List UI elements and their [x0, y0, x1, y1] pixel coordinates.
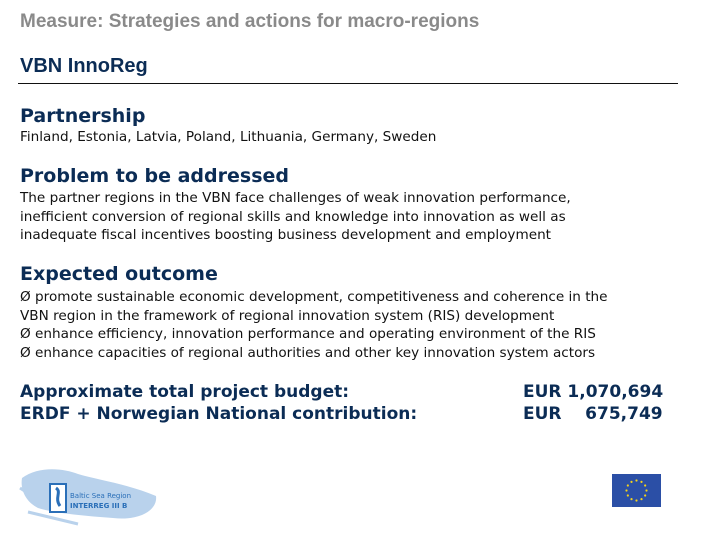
eu-star [635, 479, 638, 482]
eu-star [644, 484, 647, 487]
erdf-label: ERDF + Norwegian National contribution: [20, 404, 418, 424]
eu-star [630, 480, 633, 483]
total-budget-value: EUR 1,070,694 [523, 382, 664, 402]
outcome-line: Ø enhance capacities of regional authori… [20, 344, 596, 361]
measure-title: Measure: Strategies and actions for macr… [20, 11, 480, 32]
svg-text:Baltic Sea Region: Baltic Sea Region [70, 492, 131, 500]
eu-star [645, 489, 648, 492]
outcome-line: Ø promote sustainable economic developme… [20, 289, 608, 305]
problem-line: inadequate fiscal incentives boosting bu… [20, 227, 552, 243]
eu-star [626, 484, 629, 487]
eu-star [644, 494, 647, 497]
interreg-logo: Baltic Sea Region INTERREG III B [19, 469, 157, 526]
eu-star [626, 494, 629, 497]
outcome-line: VBN region in the framework of regional … [20, 307, 555, 324]
erdf-value: EUR 675,749 [523, 404, 663, 424]
problem-line: The partner regions in the VBN face chal… [20, 190, 571, 206]
eu-star [635, 499, 638, 502]
eu-star [625, 489, 628, 492]
problem-line: inefficient conversion of regional skill… [20, 208, 566, 225]
project-title: VBN InnoReg [20, 55, 148, 77]
eu-star [630, 498, 633, 501]
eu-star [640, 480, 643, 483]
total-budget-label: Approximate total project budget: [20, 382, 350, 402]
divider [18, 83, 678, 84]
problem-heading: Problem to be addressed [20, 165, 289, 187]
partnership-heading: Partnership [20, 105, 146, 127]
eu-flag-icon [612, 474, 661, 507]
svg-text:INTERREG III B: INTERREG III B [70, 502, 127, 510]
outcome-heading: Expected outcome [20, 263, 218, 285]
eu-star [640, 498, 643, 501]
partnership-text: Finland, Estonia, Latvia, Poland, Lithua… [20, 129, 437, 145]
outcome-line: Ø enhance efficiency, innovation perform… [20, 326, 596, 342]
